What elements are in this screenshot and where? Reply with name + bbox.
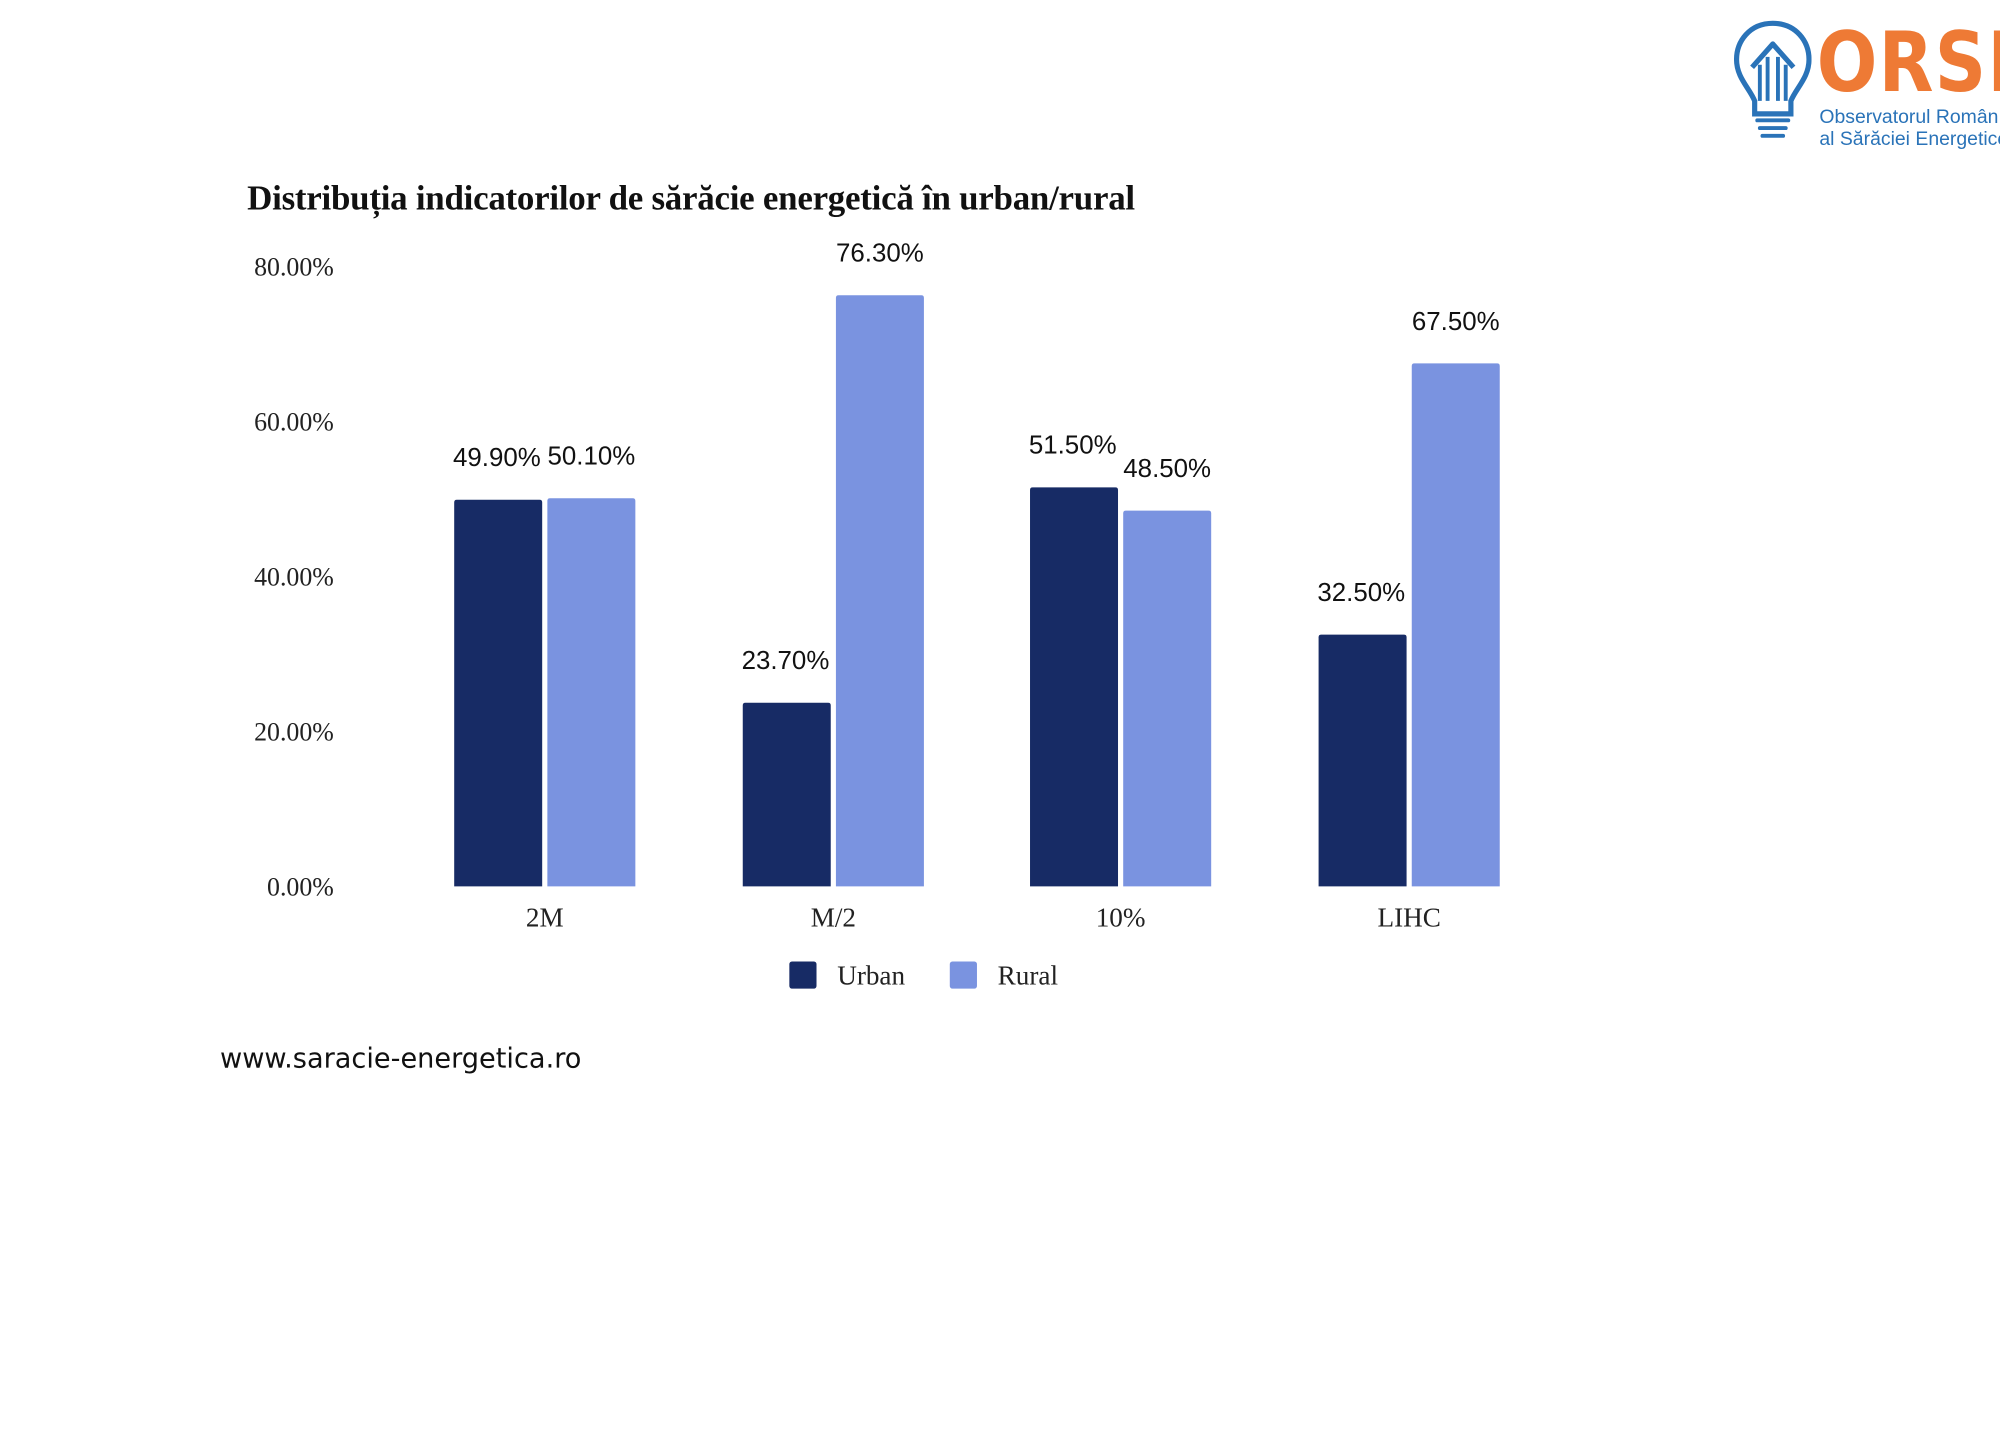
x-tick-label: LIHC <box>1377 903 1440 933</box>
y-tick-label: 40.00% <box>254 563 334 592</box>
y-tick-label: 20.00% <box>254 717 334 746</box>
bar-rural <box>835 295 924 887</box>
data-label: 67.50% <box>1412 308 1500 336</box>
y-tick-label: 80.00% <box>254 253 334 282</box>
chart-title: Distribuția indicatorilor de sărăcie ene… <box>247 178 1135 218</box>
data-label: 51.50% <box>1029 432 1117 460</box>
bar-urban <box>742 702 831 887</box>
x-tick-label: 10% <box>1096 903 1146 933</box>
data-label: 76.30% <box>836 240 924 268</box>
legend-label-urban: Urban <box>837 961 905 991</box>
bar-urban <box>454 499 543 887</box>
legend-label-rural: Rural <box>998 961 1058 991</box>
website-url[interactable]: www.saracie-energetica.ro <box>219 1042 582 1075</box>
logo-wordmark: ORSE <box>1816 14 2000 111</box>
bar-urban <box>1318 634 1407 887</box>
data-label: 48.50% <box>1123 455 1211 483</box>
data-label: 23.70% <box>742 647 830 675</box>
x-tick-label: 2M <box>526 903 564 933</box>
bar-urban <box>1030 487 1119 887</box>
logo-subtitle-line1: Observatorul Român <box>1819 106 1999 129</box>
x-tick-label: M/2 <box>811 903 856 933</box>
bar-rural <box>1123 510 1212 887</box>
data-label: 50.10% <box>547 443 635 471</box>
lightbulb-house-icon <box>1733 20 1812 138</box>
orse-logo: ORSE Observatorul Român al Sărăciei Ener… <box>1733 16 2000 150</box>
data-label: 32.50% <box>1317 579 1405 607</box>
bar-chart: 0.00% 20.00% 40.00% 60.00% 80.00% 49.90% 50.10… <box>254 240 1500 991</box>
y-tick-label: 0.00% <box>267 872 334 901</box>
y-tick-label: 60.00% <box>254 408 334 437</box>
data-label: 49.90% <box>453 444 541 472</box>
bar-rural <box>1411 363 1500 887</box>
legend-swatch-urban <box>789 961 817 989</box>
bar-rural <box>547 498 636 887</box>
logo-subtitle-line2: al Sărăciei Energetice <box>1819 128 2000 151</box>
legend-swatch-rural <box>949 961 977 989</box>
